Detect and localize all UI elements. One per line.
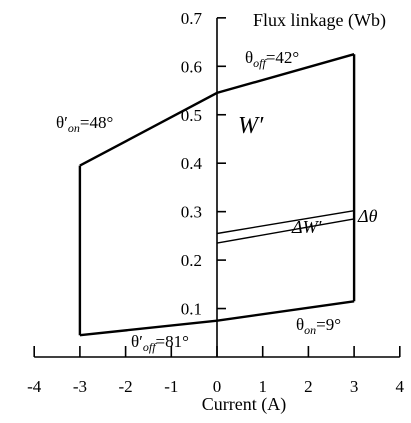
annotation-theta-on: θon=9° [296, 315, 341, 337]
annotation-w-prime: W′ [238, 113, 264, 139]
axes [34, 17, 400, 358]
series [78, 53, 356, 337]
y-tick-label-1: 0.2 [181, 251, 202, 270]
x-tick-label-1: -3 [73, 377, 87, 396]
x-tick-label-3: -1 [164, 377, 178, 396]
y-tick-label-3: 0.4 [181, 154, 203, 173]
y-tick-label-5: 0.6 [181, 57, 202, 76]
x-tick-label-2: -2 [119, 377, 133, 396]
ticks [33, 17, 401, 357]
x-tick-label-6: 2 [304, 377, 313, 396]
annotation-theta-on-prime: θ′on=48° [56, 113, 113, 135]
series-line-5 [216, 218, 355, 244]
tick-labels: -4 -3 -2 -1 0 1 2 3 4 0.1 0.2 0.3 0.4 0.5 0.6 0.7 [27, 9, 404, 396]
x-tick-label-5: 1 [258, 377, 267, 396]
x-tick-label-7: 3 [350, 377, 359, 396]
y-tick-label-4: 0.5 [181, 106, 202, 125]
annotation-theta-off-prime: θ′off=81° [131, 332, 189, 354]
annotation-theta-off: θoff=42° [245, 48, 299, 70]
x-tick-label-0: -4 [27, 377, 42, 396]
y-tick-label-2: 0.3 [181, 203, 202, 222]
y-tick-label-0: 0.1 [181, 300, 202, 319]
annotation-delta-theta: Δθ [357, 206, 378, 226]
x-tick-label-8: 4 [396, 377, 405, 396]
y-tick-label-6: 0.7 [181, 9, 203, 28]
annotation-delta-w-prime: ΔW′ [291, 217, 323, 237]
x-axis-label: Current (A) [202, 394, 286, 415]
series-line-0 [79, 53, 355, 167]
series-line-1 [79, 300, 355, 337]
series-line-4 [216, 210, 355, 235]
x-tick-label-4: 0 [213, 377, 222, 396]
y-axis-label: Flux linkage (Wb) [253, 10, 386, 31]
